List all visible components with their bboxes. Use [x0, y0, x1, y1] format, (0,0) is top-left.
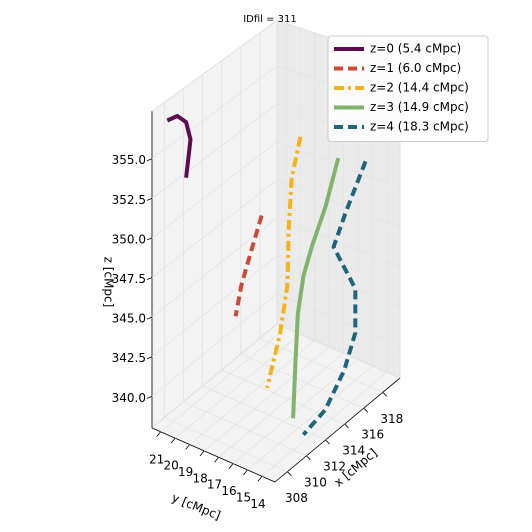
- x-tick-label: 308: [285, 491, 308, 505]
- z-tick-label: 347.5: [112, 272, 146, 286]
- grid-line: [151, 255, 278, 358]
- tick-mark: [228, 463, 234, 469]
- tick-mark: [325, 439, 330, 445]
- tick-mark: [363, 407, 369, 413]
- legend-label: z=3 (14.9 cMpc): [370, 100, 469, 114]
- legend-box: [327, 35, 489, 142]
- tick-mark: [146, 158, 153, 162]
- grid-line: [174, 333, 301, 439]
- grid-line: [160, 327, 286, 433]
- grid-line: [151, 293, 278, 397]
- grid-line: [151, 179, 278, 278]
- tick-mark: [287, 471, 292, 476]
- z-tick-label: 342.5: [112, 351, 146, 365]
- legend-label: z=1 (6.0 cMpc): [370, 61, 461, 75]
- grid-line: [259, 337, 383, 393]
- grid-line: [247, 365, 373, 471]
- x-tick-label: 316: [361, 428, 384, 442]
- tick-mark: [344, 423, 349, 429]
- grid-line: [183, 401, 307, 457]
- tick-mark: [382, 392, 388, 397]
- y-tick-label: 16: [221, 484, 236, 498]
- series-line: [233, 215, 264, 317]
- legend: z=0 (5.4 cMpc) z=1 (6.0 cMpc) z=2 (14.4 cM…: [327, 35, 489, 142]
- grid-line: [218, 352, 344, 458]
- tick-mark: [306, 455, 311, 461]
- tick-mark: [146, 356, 153, 360]
- grid-line: [221, 369, 345, 425]
- grid-line: [151, 141, 278, 239]
- x-axis: [274, 377, 401, 483]
- grid-line: [276, 217, 401, 268]
- y-tick-label: 17: [207, 478, 222, 492]
- x-tick-label: 314: [342, 444, 365, 458]
- tick-mark: [243, 469, 248, 476]
- z-tick-label: 340.0: [112, 391, 146, 405]
- tick-mark: [146, 197, 153, 201]
- grid-line: [164, 417, 288, 473]
- grid-line: [276, 255, 401, 308]
- y-tick-label: 21: [149, 452, 164, 466]
- z-tick-label: 345.0: [112, 312, 146, 326]
- y-tick-label: 20: [164, 459, 179, 473]
- tick-mark: [146, 277, 153, 280]
- y-axis-label: y [cMpc]: [170, 490, 223, 522]
- tick-mark: [146, 395, 153, 399]
- tick-mark: [156, 431, 161, 438]
- z-axis-label: z [cMpc]: [102, 257, 116, 308]
- x-tick-label: 318: [380, 412, 403, 426]
- y-tick-label: 15: [236, 490, 251, 504]
- grid-line: [276, 293, 401, 347]
- grid-line: [203, 346, 330, 452]
- legend-label: z=4 (18.3 cMpc): [370, 120, 469, 134]
- series-line: [166, 114, 193, 178]
- tick-mark: [199, 450, 205, 457]
- grid-line: [261, 371, 388, 477]
- z-tick-label: 352.5: [112, 193, 146, 207]
- plot: [166, 114, 368, 437]
- y-tick-label: 19: [178, 465, 193, 479]
- z-tick-label: 350.0: [112, 232, 146, 246]
- x-tick-label: 310: [304, 475, 327, 489]
- tick-mark: [146, 237, 153, 241]
- grid-line: [240, 353, 364, 409]
- grid-line: [151, 65, 278, 160]
- z-tick-label: 355.0: [112, 153, 146, 167]
- grid-line: [232, 359, 359, 464]
- tick-mark: [170, 437, 176, 444]
- grid-line: [276, 179, 401, 228]
- grid-line: [151, 103, 278, 199]
- x-tick-label: 312: [323, 459, 346, 473]
- tick-mark: [146, 316, 153, 320]
- series-line: [301, 160, 368, 437]
- series-line: [291, 157, 341, 419]
- legend-label: z=2 (14.4 cMpc): [370, 81, 469, 95]
- legend-label: z=0 (5.4 cMpc): [370, 42, 461, 56]
- tick-mark: [214, 456, 219, 463]
- y-tick-label: 18: [192, 471, 207, 485]
- y-tick-label: 14: [250, 497, 265, 511]
- tick-mark: [257, 476, 263, 482]
- y-axis: [151, 427, 276, 483]
- chart-title: IDfil = 311: [243, 14, 297, 25]
- tick-mark: [185, 444, 190, 450]
- series-line: [265, 136, 303, 389]
